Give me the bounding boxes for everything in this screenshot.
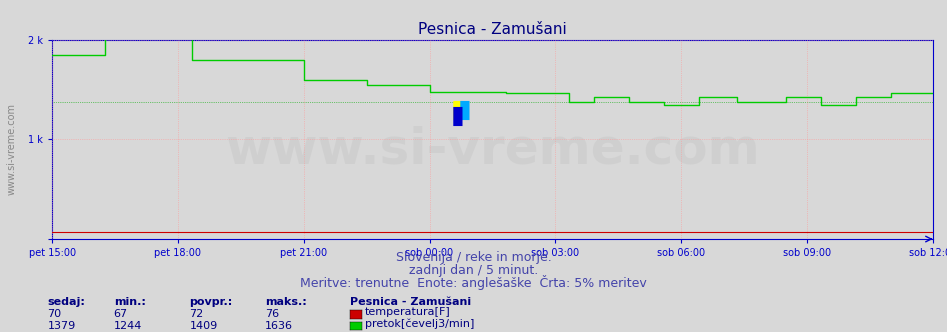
Text: maks.:: maks.: [265,297,307,307]
Text: temperatura[F]: temperatura[F] [365,307,451,317]
Text: 70: 70 [47,309,62,319]
Text: ▮: ▮ [451,104,465,127]
Text: Slovenija / reke in morje.: Slovenija / reke in morje. [396,251,551,264]
Text: ▮: ▮ [457,98,471,122]
Text: 1636: 1636 [265,321,294,331]
Text: povpr.:: povpr.: [189,297,233,307]
Text: www.si-vreme.com: www.si-vreme.com [7,103,16,196]
Text: ▮: ▮ [451,98,464,122]
Text: 1379: 1379 [47,321,76,331]
Text: 72: 72 [189,309,204,319]
Text: 76: 76 [265,309,279,319]
Title: Pesnica - Zamušani: Pesnica - Zamušani [418,22,567,37]
Text: Meritve: trenutne  Enote: anglešaške  Črta: 5% meritev: Meritve: trenutne Enote: anglešaške Črta… [300,275,647,290]
Text: min.:: min.: [114,297,146,307]
Text: www.si-vreme.com: www.si-vreme.com [225,125,759,173]
Text: 67: 67 [114,309,128,319]
Text: pretok[čevelj3/min]: pretok[čevelj3/min] [365,318,474,329]
Text: Pesnica - Zamušani: Pesnica - Zamušani [350,297,472,307]
Text: sedaj:: sedaj: [47,297,85,307]
Text: 1244: 1244 [114,321,142,331]
Text: 1409: 1409 [189,321,218,331]
Text: zadnji dan / 5 minut.: zadnji dan / 5 minut. [409,264,538,277]
